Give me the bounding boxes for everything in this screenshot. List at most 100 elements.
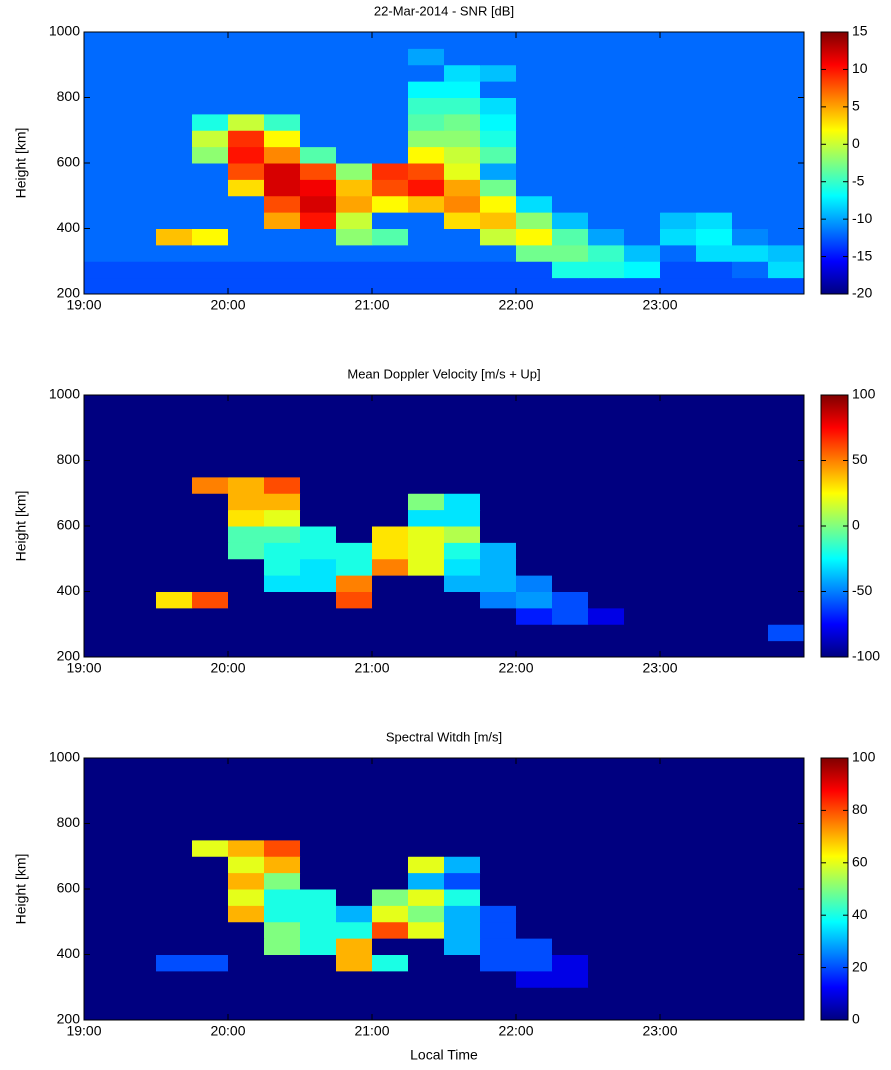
heat-cell [300,921,337,939]
heat-cell [228,444,265,461]
heat-cell [192,1003,229,1021]
heat-cell [408,807,445,824]
heat-cell [444,558,481,576]
heat-cell [228,575,265,592]
heat-cell [300,493,337,511]
heat-cell [120,212,157,229]
heat-cell [552,179,589,197]
heat-cell [300,758,337,775]
heat-cell [120,526,157,543]
heat-cell [300,607,337,625]
heat-cell [660,790,697,808]
heat-cell [408,427,445,445]
heat-cell [588,921,625,939]
heat-cell [372,32,409,49]
heat-cell [588,987,625,1005]
heat-cell [336,261,373,279]
heat-cell [624,163,661,180]
heat-cell [516,591,553,609]
heat-cell [732,526,769,543]
heat-cell [192,113,229,131]
heat-cell [192,856,229,874]
heat-cell [264,244,301,262]
heat-cell [84,889,121,906]
heat-cell [588,856,625,874]
heat-cell [192,163,229,180]
heat-cell [480,146,517,164]
heat-cell [156,905,193,923]
heat-cell [588,228,625,246]
heat-cell [408,476,445,494]
heat-cell [768,493,805,511]
heat-cell [372,970,409,988]
colorbar-tick-label: 5 [852,98,860,114]
heat-cell [120,889,157,906]
heat-cell [264,228,301,246]
heat-cell [588,212,625,229]
heat-cell [372,64,409,82]
heat-cell [588,823,625,841]
heat-cell [120,460,157,478]
heat-cell [516,542,553,560]
heat-cell [516,905,553,923]
heat-cell [696,411,733,429]
heat-cell [120,130,157,148]
heat-cell [336,575,373,592]
heat-cell [264,509,301,527]
heat-cell [624,591,661,609]
heat-cell [624,987,661,1005]
heat-cell [480,758,517,775]
heat-cell [264,64,301,82]
heat-cell [660,195,697,213]
heat-cell [552,954,589,972]
heat-cell [84,575,121,592]
heat-cell [264,921,301,939]
heat-cell [408,395,445,412]
heat-cell [84,261,121,279]
heat-cell [84,228,121,246]
heat-cell [516,889,553,906]
heat-cell [264,179,301,197]
heat-cell [192,591,229,609]
heat-cell [408,195,445,213]
heat-cell [624,889,661,906]
heat-cell [480,823,517,841]
heat-cell [192,244,229,262]
heat-cell [192,395,229,412]
y-tick-label: 800 [57,88,81,104]
heat-cell [120,987,157,1005]
x-tick-label: 19:00 [66,660,101,676]
heat-cell [228,146,265,164]
heat-cell [120,195,157,213]
heat-cell [696,277,733,295]
heat-cell [192,509,229,527]
heat-cell [516,395,553,412]
heat-cell [444,905,481,923]
heat-cell [480,921,517,939]
heat-cell [588,807,625,824]
heat-cell [372,1003,409,1021]
heat-cell [372,823,409,841]
heat-cell [552,130,589,148]
heat-cell [120,542,157,560]
heat-cell [408,774,445,792]
heat-cell [660,856,697,874]
heat-cell [120,575,157,592]
heat-cell [552,460,589,478]
heat-cell [84,244,121,262]
heat-cell [588,872,625,890]
heat-cell [660,97,697,115]
heat-cell [624,624,661,642]
heat-cell [696,395,733,412]
heat-cell [660,970,697,988]
heat-cell [768,97,805,115]
heat-cell [120,558,157,576]
heat-cell [264,774,301,792]
heat-cell [696,97,733,115]
heat-cell [732,444,769,461]
heat-cell [516,195,553,213]
heat-cell [228,130,265,148]
heat-cell [372,987,409,1005]
heat-cell [480,856,517,874]
